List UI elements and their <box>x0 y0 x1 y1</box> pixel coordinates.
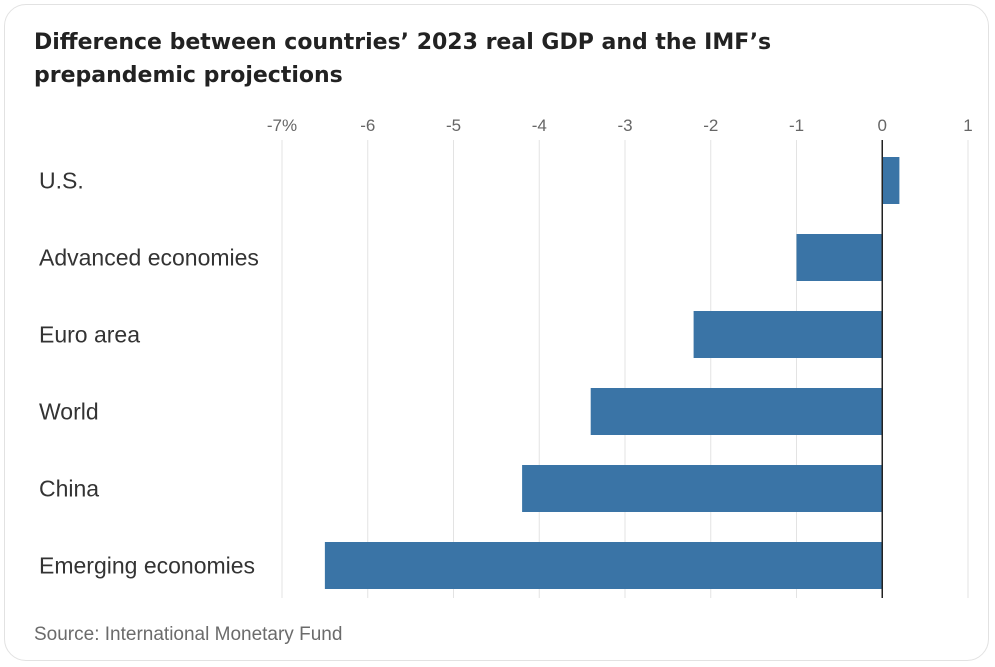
bar <box>882 157 900 204</box>
source-note: Source: International Monetary Fund <box>34 624 343 645</box>
bar <box>324 542 883 589</box>
x-tick-label: -6 <box>360 116 375 135</box>
chart-title: Difference between countries’ 2023 real … <box>34 30 772 88</box>
bar <box>693 311 883 358</box>
x-tick-label: -7% <box>267 116 297 135</box>
category-label: Advanced economies <box>39 245 259 271</box>
category-label: U.S. <box>39 168 84 194</box>
bars <box>324 157 900 589</box>
x-tick-label: -1 <box>789 116 804 135</box>
category-labels: U.S. Advanced economies Euro area World Chin… <box>39 168 259 579</box>
category-label: Emerging economies <box>39 553 255 579</box>
category-label: China <box>39 476 99 502</box>
x-tick-label: -2 <box>703 116 718 135</box>
x-tick-labels: -7% -6 -5 -4 -3 -2 -1 0 1 <box>267 116 973 135</box>
bar <box>522 465 883 512</box>
bar <box>796 234 883 281</box>
category-label: Euro area <box>39 322 140 348</box>
x-tick-label: -4 <box>532 116 547 135</box>
x-tick-label: -3 <box>617 116 632 135</box>
category-label: World <box>39 399 99 425</box>
x-tick-label: -5 <box>446 116 461 135</box>
x-tick-label: 0 <box>878 116 887 135</box>
bar <box>590 388 883 435</box>
x-tick-label: 1 <box>963 116 972 135</box>
grid-lines <box>281 140 969 598</box>
